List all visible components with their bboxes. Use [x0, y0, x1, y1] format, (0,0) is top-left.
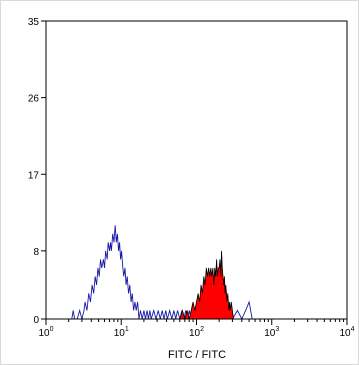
x-tick-label-3: 103 — [264, 326, 279, 339]
series-outline-1 — [179, 250, 234, 321]
y-tick-label-0: 0 — [33, 315, 39, 326]
x-axis-label: FITC / FITC — [168, 349, 226, 361]
x-tick-label-4: 104 — [339, 326, 354, 339]
y-tick-label-1: 8 — [33, 247, 39, 258]
x-tick-label-0: 100 — [38, 326, 53, 339]
y-tick-label-3: 26 — [28, 94, 40, 105]
y-tick-label-2: 17 — [28, 170, 40, 181]
y-tick-label-4: 35 — [28, 17, 40, 28]
x-tick-label-1: 101 — [114, 326, 129, 339]
plot-border — [45, 20, 348, 320]
x-tick-label-2: 102 — [189, 326, 204, 339]
